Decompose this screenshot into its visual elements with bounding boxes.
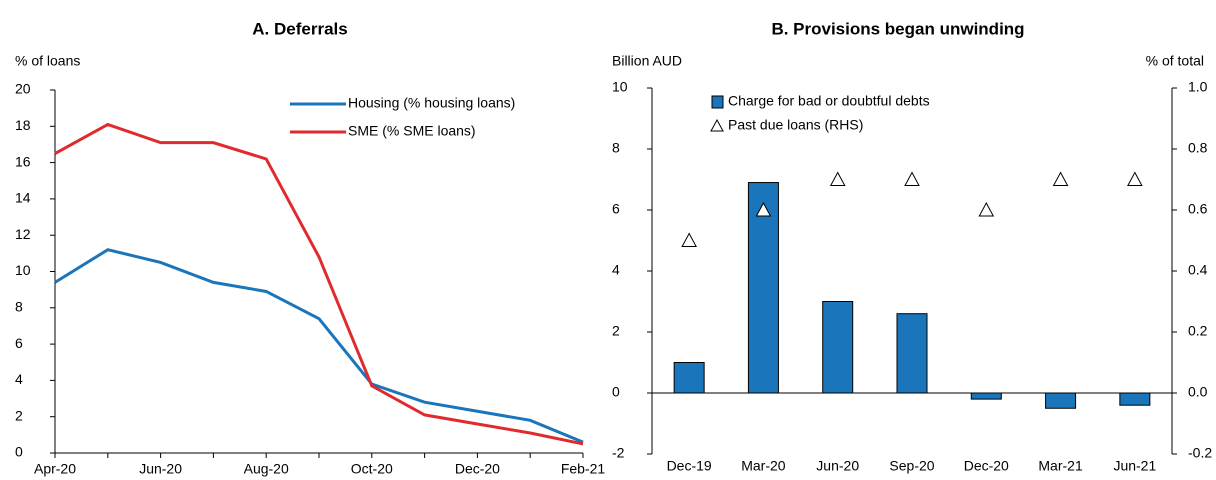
y-tick-label: 0: [612, 384, 620, 400]
y-axis-label: % of loans: [15, 53, 80, 69]
y-tick-label: 14: [15, 190, 31, 206]
bar: [822, 301, 854, 394]
legend-label: SME (% SME loans): [348, 123, 476, 139]
y2-tick-label: 0.8: [1188, 140, 1208, 156]
x-tick-label: Aug-20: [244, 461, 289, 477]
triangle-marker: [904, 171, 920, 186]
x-tick-label: Mar-20: [741, 458, 786, 474]
y-tick-label: 12: [15, 226, 31, 242]
triangle-marker: [978, 201, 995, 217]
chart-title: A. Deferrals: [252, 19, 347, 38]
x-tick-label: Jun-21: [1113, 458, 1156, 474]
y2-tick-label: 0.2: [1188, 323, 1208, 339]
y-tick-label: 16: [15, 153, 31, 169]
y-tick-label: 6: [612, 201, 620, 217]
legend-swatch: [711, 95, 724, 109]
x-tick-label: Apr-20: [34, 461, 76, 477]
y-tick-label: 10: [15, 262, 31, 278]
bar: [1045, 392, 1077, 409]
x-tick-label: Oct-20: [351, 461, 393, 477]
triangle-marker: [1052, 171, 1069, 186]
x-tick-label: Sep-20: [889, 458, 934, 474]
triangle-marker: [681, 232, 697, 247]
legend-label: Housing (% housing loans): [348, 95, 515, 111]
y-tick-label: 2: [612, 323, 620, 339]
y-tick-label: 4: [612, 262, 620, 278]
x-tick-label: Jun-20: [139, 461, 182, 477]
bar: [970, 392, 1002, 400]
y-axis-label: Billion AUD: [612, 53, 682, 69]
bar: [896, 313, 928, 394]
line-series: [54, 248, 584, 444]
x-tick-label: Dec-20: [455, 461, 500, 477]
triangle-marker: [755, 201, 772, 217]
bar: [1119, 392, 1151, 406]
y-tick-label: 8: [612, 140, 620, 156]
x-tick-label: Feb-21: [561, 461, 606, 477]
x-tick-label: Dec-20: [964, 458, 1009, 474]
y-tick-label: 18: [15, 117, 31, 133]
legend-label: Past due loans (RHS): [728, 117, 863, 133]
bar: [673, 362, 705, 394]
legend-label: Charge for bad or doubtful debts: [728, 93, 930, 109]
bar: [747, 182, 779, 394]
y2-tick-label: 1.0: [1188, 79, 1208, 95]
triangle-marker: [1127, 171, 1143, 186]
y2-tick-label: -0.2: [1188, 445, 1212, 461]
chart-title: B. Provisions began unwinding: [771, 19, 1024, 38]
x-tick-label: Mar-21: [1038, 458, 1083, 474]
y-tick-label: 8: [15, 299, 23, 315]
x-tick-label: Dec-19: [667, 458, 712, 474]
y-tick-label: 4: [15, 371, 23, 387]
y-tick-label: 6: [15, 335, 23, 351]
y-tick-label: -2: [612, 445, 625, 461]
y2-tick-label: 0.6: [1188, 201, 1208, 217]
y2-tick-label: 0.0: [1188, 384, 1208, 400]
triangle-marker: [829, 171, 846, 186]
legend-swatch: [710, 118, 724, 132]
y2-axis-label: % of total: [1146, 53, 1204, 69]
y-tick-label: 2: [15, 407, 23, 423]
y2-tick-label: 0.4: [1188, 262, 1208, 278]
y-tick-label: 10: [612, 79, 628, 95]
y-tick-label: 0: [15, 444, 23, 460]
y-tick-label: 20: [15, 81, 31, 97]
x-tick-label: Jun-20: [816, 458, 859, 474]
line-series: [54, 122, 584, 446]
